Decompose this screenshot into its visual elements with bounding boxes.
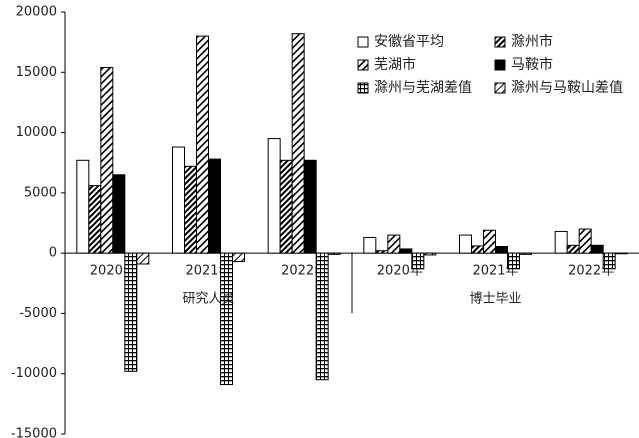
bar bbox=[483, 229, 496, 254]
legend-label: 滁州与马鞍山差值 bbox=[511, 80, 623, 96]
bar bbox=[303, 159, 317, 254]
bar bbox=[279, 159, 293, 254]
bar bbox=[124, 252, 138, 372]
legend-label: 安徽省平均 bbox=[374, 34, 444, 50]
legend-label: 滁州与芜湖差值 bbox=[374, 79, 472, 96]
legend-swatch bbox=[494, 36, 506, 48]
bar bbox=[554, 230, 568, 254]
bar bbox=[208, 158, 221, 254]
bar bbox=[267, 138, 281, 254]
bar bbox=[100, 66, 114, 254]
bar bbox=[196, 35, 209, 254]
bar bbox=[363, 236, 377, 254]
y-tick-label: 5000 bbox=[24, 185, 57, 200]
bar bbox=[590, 244, 604, 254]
bar bbox=[578, 228, 592, 254]
legend-swatch bbox=[494, 59, 506, 71]
bar bbox=[232, 252, 245, 263]
bar bbox=[136, 252, 150, 265]
legend-swatch bbox=[357, 82, 369, 94]
bar bbox=[602, 252, 616, 270]
legend-swatch bbox=[494, 82, 506, 94]
y-tick-label: -10000 bbox=[11, 366, 57, 381]
bar bbox=[220, 252, 233, 386]
bar bbox=[411, 252, 425, 270]
bar bbox=[291, 33, 305, 254]
y-tick-label: 20000 bbox=[16, 5, 57, 20]
legend-label: 马鞍市 bbox=[511, 56, 553, 73]
bar bbox=[566, 244, 580, 254]
bar bbox=[519, 252, 532, 255]
y-tick-label: 15000 bbox=[16, 65, 57, 80]
bar bbox=[315, 252, 329, 381]
bar bbox=[387, 234, 401, 254]
bar bbox=[76, 159, 90, 254]
bar bbox=[172, 146, 185, 254]
bar bbox=[327, 252, 341, 255]
y-tick-label: -15000 bbox=[11, 427, 57, 438]
group-label: 博士毕业 bbox=[469, 292, 521, 307]
bar bbox=[184, 165, 197, 254]
legend-swatch bbox=[357, 36, 369, 48]
bar bbox=[471, 245, 484, 254]
legend-label: 芜湖市 bbox=[374, 56, 416, 73]
bar bbox=[614, 252, 628, 255]
bar bbox=[112, 174, 126, 254]
y-tick-label: -5000 bbox=[19, 306, 57, 321]
bar bbox=[507, 252, 520, 270]
y-tick-label: 0 bbox=[49, 246, 57, 261]
group-label: 研究人员 bbox=[182, 292, 234, 307]
legend-label: 滁州市 bbox=[511, 33, 553, 50]
y-tick-label: 10000 bbox=[16, 125, 57, 140]
bar bbox=[459, 234, 472, 254]
bar bbox=[88, 185, 102, 254]
legend-swatch bbox=[357, 59, 369, 71]
bar bbox=[375, 250, 389, 254]
bar bbox=[423, 252, 437, 256]
bar bbox=[495, 246, 508, 254]
bar bbox=[399, 248, 413, 254]
